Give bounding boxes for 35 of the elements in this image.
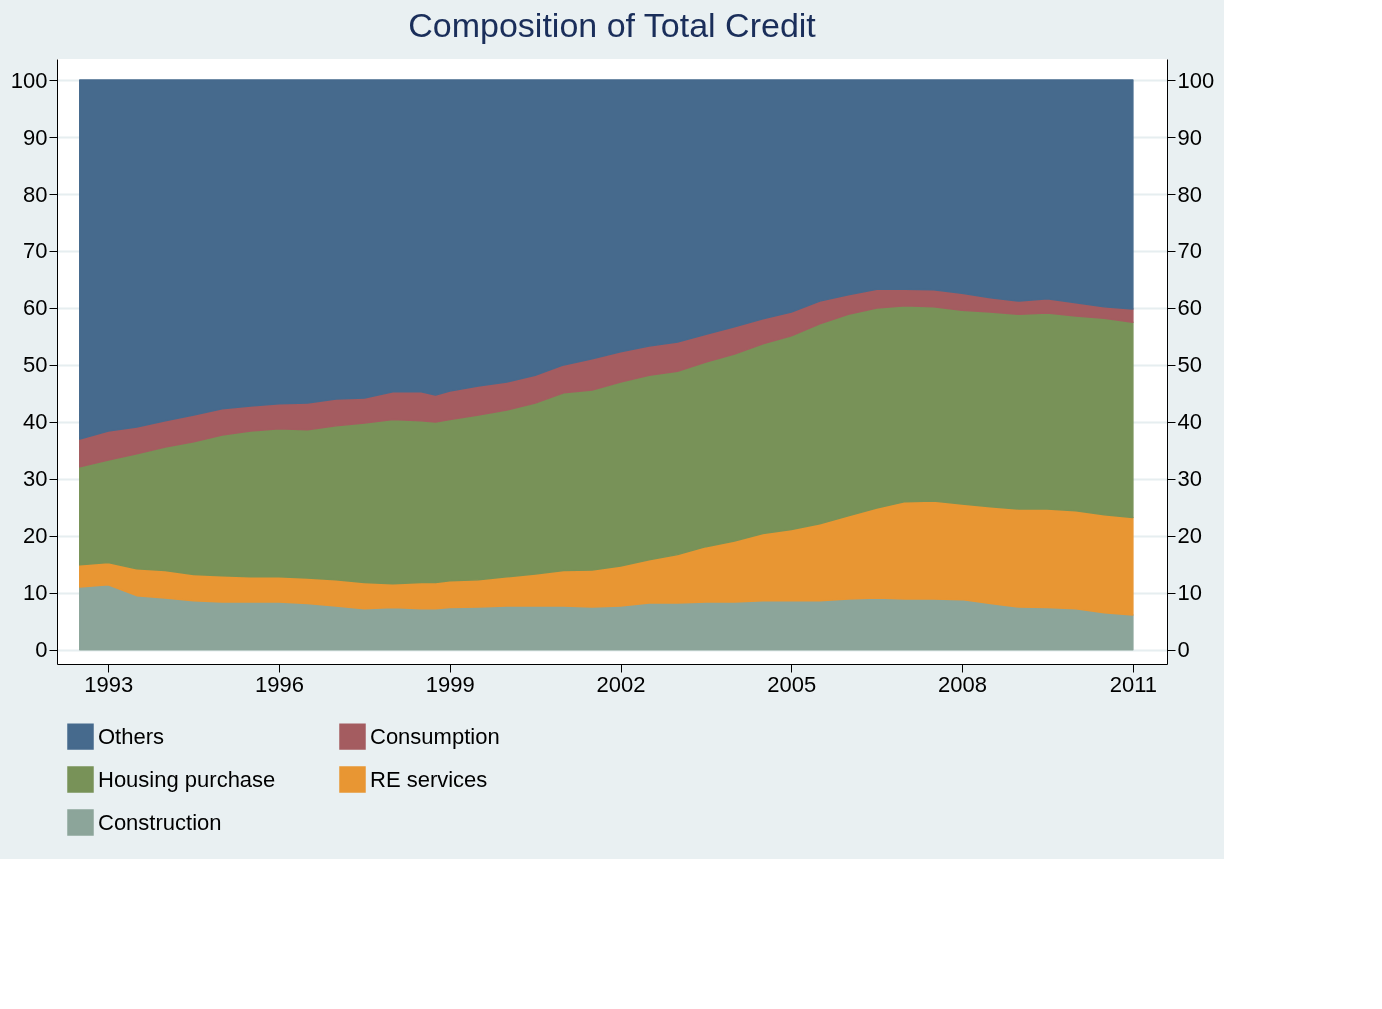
- x-tick-label: 2011: [1109, 671, 1157, 697]
- y-tick-label: 20: [23, 523, 48, 549]
- y2-tick-label: 30: [1177, 466, 1202, 492]
- y2-tick-label: 100: [1177, 67, 1215, 93]
- y2-tick-label: 80: [1177, 181, 1202, 207]
- y-tick-label: 0: [35, 637, 48, 663]
- legend-label: Construction: [98, 809, 222, 835]
- legend-label: Consumption: [370, 723, 500, 749]
- y-tick-label: 40: [23, 409, 48, 435]
- x-tick-label: 2002: [596, 671, 646, 697]
- legend-label: Others: [98, 723, 165, 749]
- x-tick-label: 1993: [84, 671, 134, 697]
- chart-title: Composition of Total Credit: [408, 6, 817, 45]
- x-tick-label: 1999: [425, 671, 475, 697]
- legend-label: RE services: [370, 766, 488, 792]
- y-tick-label: 10: [23, 580, 48, 606]
- y2-tick-label: 10: [1177, 580, 1202, 606]
- x-tick-label: 1996: [255, 671, 304, 697]
- legend-label: Housing purchase: [98, 766, 276, 792]
- y-tick-label: 50: [23, 352, 48, 378]
- y2-tick-label: 50: [1177, 352, 1202, 378]
- y-tick-label: 60: [23, 295, 48, 321]
- x-tick-label: 2008: [938, 671, 988, 697]
- y-tick-label: 100: [10, 67, 48, 93]
- y2-tick-label: 20: [1177, 523, 1202, 549]
- y2-tick-label: 90: [1177, 124, 1202, 150]
- y2-tick-label: 40: [1177, 409, 1202, 435]
- x-tick-label: 2005: [767, 671, 817, 697]
- y2-tick-label: 60: [1177, 295, 1202, 321]
- y2-tick-label: 70: [1177, 238, 1202, 264]
- y-tick-label: 30: [23, 466, 48, 492]
- y-tick-label: 90: [23, 124, 48, 150]
- y2-tick-label: 0: [1177, 637, 1190, 663]
- y-tick-label: 80: [23, 181, 48, 207]
- y-tick-label: 70: [23, 238, 48, 264]
